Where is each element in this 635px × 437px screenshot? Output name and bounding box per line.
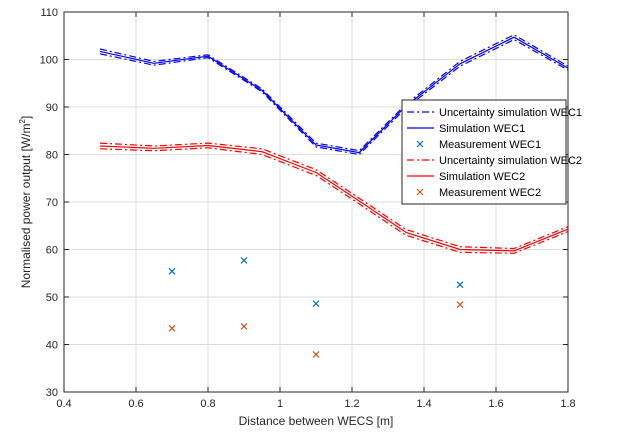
x-tick-label: 1.2 [344,398,359,410]
legend-label: Measurement WEC2 [439,187,541,199]
legend-item: Simulation WEC1 [407,123,525,135]
series-6-point [240,323,248,330]
cross-stroke [416,140,424,148]
series-6-point [168,324,176,332]
legend-item: Simulation WEC2 [407,171,525,183]
x-tick-label: 0.8 [200,398,215,410]
legend-label: Simulation WEC1 [439,123,525,135]
cross-stroke [168,267,176,275]
legend-label: Uncertainty simulation WEC2 [439,155,582,167]
series-2-line [99,36,569,154]
cross-stroke [456,281,464,289]
cross-stroke [416,188,424,196]
y-tick-label: 50 [46,292,58,304]
series-1-upper-line [99,34,569,152]
legend-label: Simulation WEC2 [439,171,525,183]
series-5-line [99,144,569,252]
legend-item: Measurement WEC2 [416,187,541,199]
cross-stroke [312,300,320,308]
legend-label: Uncertainty simulation WEC1 [439,107,582,119]
y-tick-label: 40 [46,340,58,352]
y-axis-label-superscript: 2 [18,119,27,124]
legend-item: Uncertainty simulation WEC1 [407,107,582,119]
series-1-lower-line [99,38,569,156]
cross-stroke [312,351,320,358]
series-3-point [168,267,176,275]
legend-swatch-marker [416,188,424,196]
series-3-point [456,281,464,289]
legend-box [401,99,567,205]
x-tick-label: 0.4 [56,398,71,410]
y-axis-label-end: ] [19,116,33,119]
cross-stroke [240,323,248,330]
x-tick-label: 1.6 [488,398,503,410]
y-tick-label: 70 [46,197,58,209]
cross-stroke [456,301,464,309]
x-tick-label: 1 [277,398,283,410]
axis-ticks: 0.4 0.6 0.8 1 1.2 1.4 1.6 1.8 30 40 50 60 70 80 90 100 1… [40,7,576,410]
y-tick-label: 110 [40,7,58,19]
y-tick-label: 60 [46,245,58,257]
legend: Uncertainty simulation WEC1 Simulation WE… [401,99,582,205]
legend-item: Measurement WEC1 [416,139,541,151]
y-axis-label: Normalised power output [W/m2] [18,116,33,289]
y-axis-label-main: Normalised power output [W/m [19,124,33,289]
y-tick-label: 100 [40,55,58,67]
series-4-upper-line [99,142,569,250]
y-tick-label: 30 [46,387,58,399]
plot-series [99,34,569,358]
x-tick-label: 1.8 [560,398,575,410]
legend-swatch-marker [416,140,424,148]
series-4-lower-line [99,147,569,254]
series-6-point [456,301,464,309]
x-tick-label: 0.6 [128,398,143,410]
legend-item: Uncertainty simulation WEC2 [407,155,582,167]
x-tick-label: 1.4 [416,398,431,410]
cross-stroke [168,324,176,332]
series-3-point [312,300,320,308]
x-axis-label: Distance between WECS [m] [239,414,394,428]
series-6-point [312,351,320,358]
legend-label: Measurement WEC1 [439,139,541,151]
y-tick-label: 90 [46,102,58,114]
series-3-point [240,257,248,264]
cross-stroke [240,257,248,264]
y-tick-label: 80 [46,150,58,162]
